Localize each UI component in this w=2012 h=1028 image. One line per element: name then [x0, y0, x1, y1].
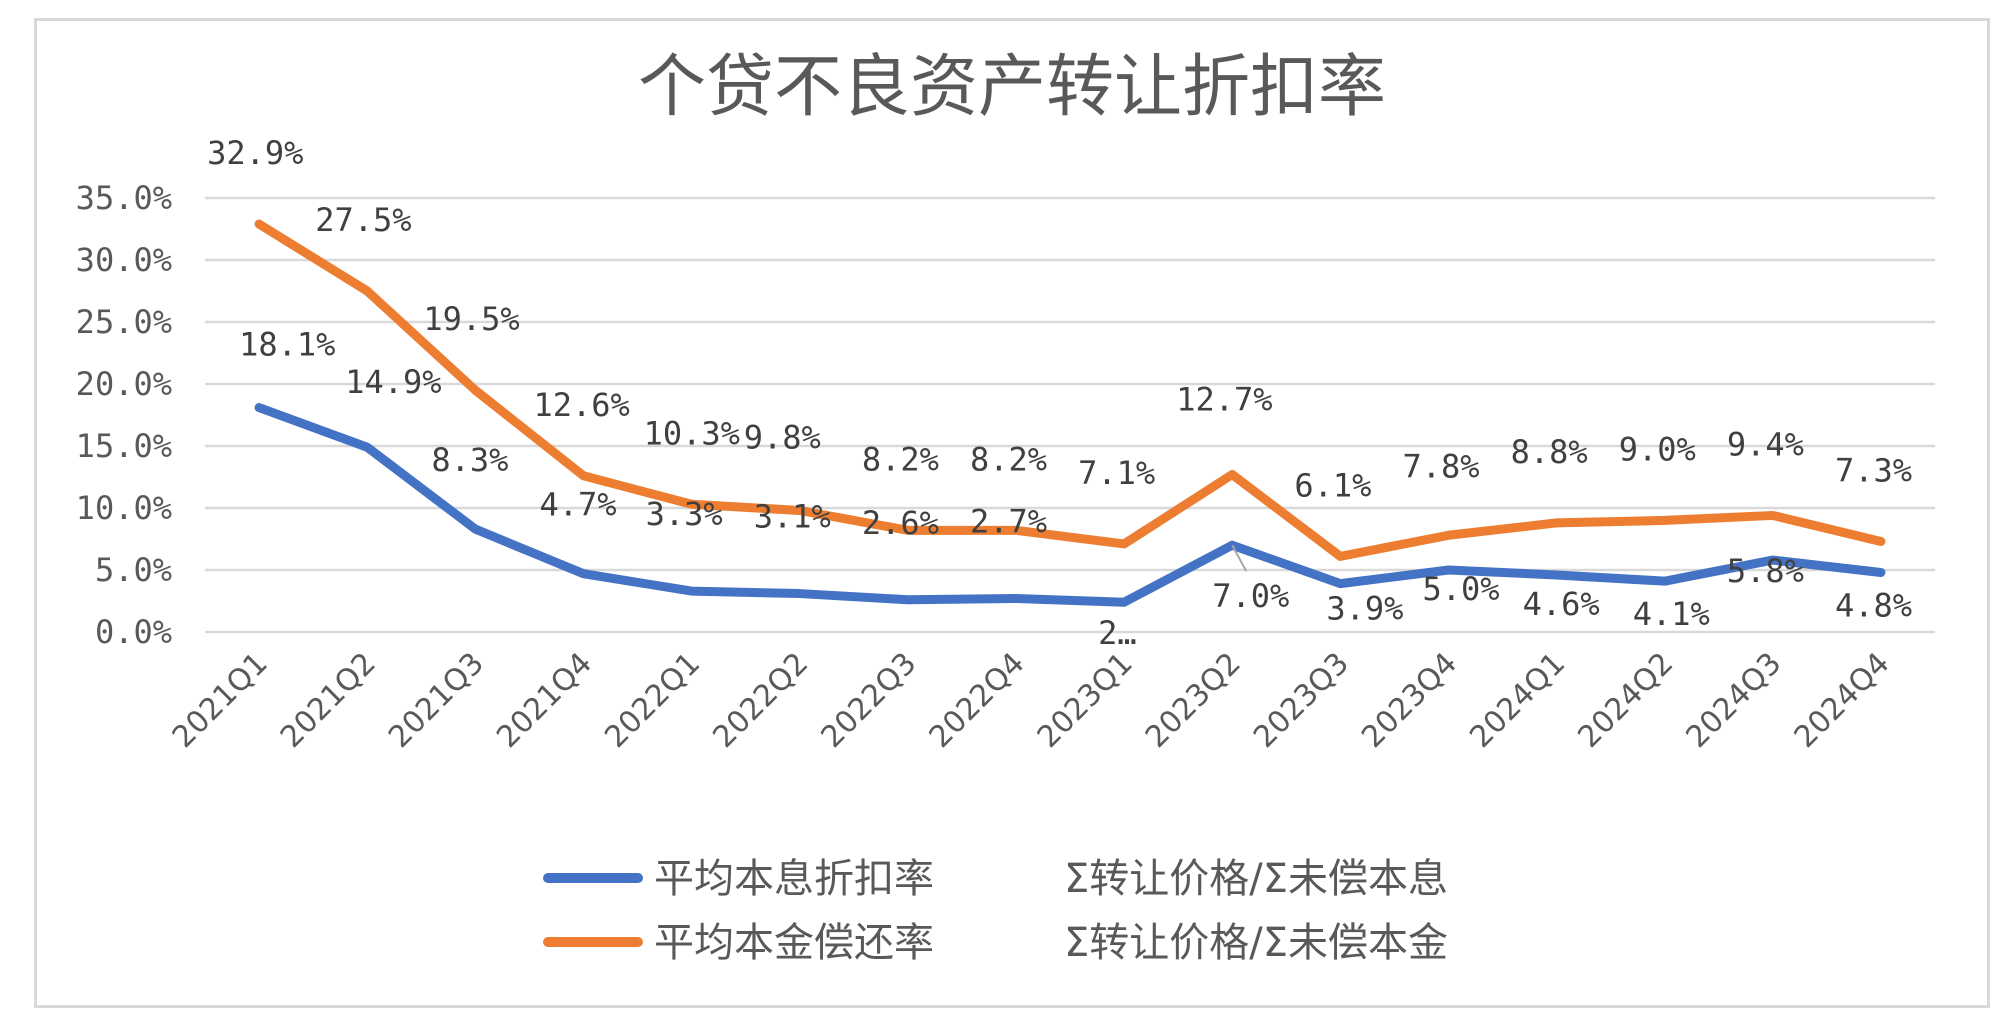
data-label: 12.7%	[1176, 381, 1272, 419]
x-tick-label: 2021Q4	[490, 646, 599, 755]
data-label: 7.0%	[1212, 577, 1289, 615]
y-tick-label: 30.0%	[76, 241, 172, 279]
data-label: 7.3%	[1835, 451, 1912, 489]
data-label: 2…	[1098, 614, 1137, 652]
x-tick-label: 2022Q1	[598, 646, 707, 755]
x-tick-label: 2024Q4	[1788, 646, 1897, 755]
data-label: 2.6%	[862, 504, 939, 542]
y-axis-ticks: 0.0% 5.0% 10.0% 15.0% 20.0% 25.0% 30.0% 35.0%	[76, 179, 172, 651]
label-leader-line	[1231, 544, 1248, 572]
data-label: 4.7%	[539, 486, 616, 524]
data-label: 27.5%	[315, 201, 411, 239]
data-label: 8.8%	[1511, 433, 1588, 471]
x-tick-label: 2024Q1	[1463, 646, 1572, 755]
data-label: 5.8%	[1727, 552, 1804, 590]
x-tick-label: 2023Q2	[1139, 646, 1248, 755]
y-tick-label: 15.0%	[76, 427, 172, 465]
data-label: 8.2%	[970, 440, 1047, 478]
chart-frame	[34, 18, 1990, 1008]
x-tick-label: 2023Q4	[1355, 646, 1464, 755]
x-tick-label: 2024Q2	[1571, 646, 1680, 755]
y-tick-label: 20.0%	[76, 365, 172, 403]
data-label: 4.6%	[1523, 585, 1600, 623]
legend-series-name: 平均本金偿还率	[654, 920, 934, 966]
data-label: 32.9%	[207, 134, 303, 172]
series-line-1	[254, 219, 1886, 561]
data-label: 5.0%	[1422, 570, 1499, 608]
x-tick-label: 2022Q2	[706, 646, 815, 755]
data-label: 18.1%	[239, 326, 335, 364]
legend-series-name: 平均本息折扣率	[654, 856, 934, 902]
series-line-0	[254, 403, 1886, 607]
legend-formula: Σ转让价格/Σ未偿本金	[1064, 920, 1448, 966]
data-label: 3.3%	[646, 495, 723, 533]
data-label: 8.3%	[431, 441, 508, 479]
y-tick-label: 10.0%	[76, 489, 172, 527]
x-axis-ticks: 2021Q1 2021Q2 2021Q3 2021Q4 2022Q1 2022Q2 2022…	[166, 646, 1897, 755]
data-label: 4.1%	[1633, 595, 1710, 633]
x-tick-label: 2023Q1	[1031, 646, 1140, 755]
data-labels: 18.1% 14.9% 8.3% 4.7% 3.3% 3.1% 2.6% 2.7% 2… 7.0%…	[207, 134, 1912, 652]
chart-title: 个贷不良资产转让折扣率	[638, 48, 1386, 127]
data-label: 3.9%	[1326, 590, 1403, 628]
x-tick-label: 2021Q3	[382, 646, 491, 755]
data-label: 7.1%	[1078, 454, 1155, 492]
gridlines	[205, 196, 1935, 634]
data-label: 6.1%	[1294, 466, 1371, 504]
legend-formula: Σ转让价格/Σ未偿本息	[1064, 856, 1448, 902]
y-tick-label: 0.0%	[95, 613, 172, 651]
data-label: 3.1%	[754, 498, 831, 536]
data-label: 9.0%	[1619, 430, 1696, 468]
data-label: 4.8%	[1835, 586, 1912, 624]
data-label: 9.4%	[1727, 425, 1804, 463]
x-tick-label: 2022Q4	[923, 646, 1032, 755]
y-tick-label: 25.0%	[76, 303, 172, 341]
x-tick-label: 2021Q2	[274, 646, 383, 755]
data-label: 2.7%	[970, 503, 1047, 541]
data-label: 12.6%	[533, 386, 629, 424]
x-tick-label: 2022Q3	[815, 646, 924, 755]
x-tick-label: 2024Q3	[1680, 646, 1789, 755]
x-tick-label: 2021Q1	[166, 646, 275, 755]
series-lines	[254, 219, 1886, 607]
data-label: 14.9%	[345, 363, 441, 401]
y-tick-label: 35.0%	[76, 179, 172, 217]
data-label: 7.8%	[1402, 447, 1479, 485]
data-label: 9.8%	[744, 418, 821, 456]
x-tick-label: 2023Q3	[1247, 646, 1356, 755]
data-label: 10.3%	[644, 414, 740, 452]
data-label: 19.5%	[423, 300, 519, 338]
data-label: 8.2%	[862, 440, 939, 478]
y-tick-label: 5.0%	[95, 551, 172, 589]
